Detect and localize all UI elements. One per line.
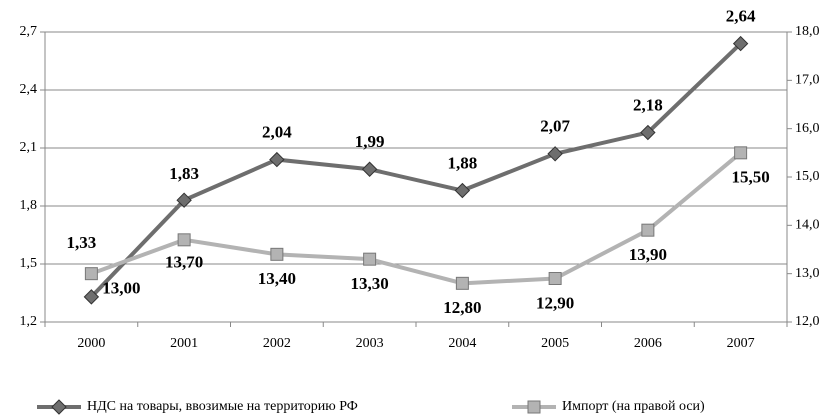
x-tick-label: 2004 [448, 336, 476, 351]
y-tick-label: 2,1 [20, 140, 38, 155]
point [84, 267, 98, 281]
data-label: 1,83 [169, 164, 199, 183]
data-label: 1,99 [355, 132, 385, 151]
x-tick-label: 2000 [77, 336, 105, 351]
data-label: 13,90 [629, 245, 667, 264]
x-tick-label: 2002 [263, 336, 291, 351]
legend-marker [527, 400, 541, 414]
y-tick-label: 2,4 [20, 82, 38, 97]
point [361, 161, 378, 177]
point [734, 146, 748, 160]
data-label: 13,70 [165, 253, 203, 272]
data-label: 2,07 [540, 117, 570, 136]
data-label: 13,30 [351, 274, 389, 293]
point [454, 182, 471, 199]
x-tick-label: 2003 [356, 336, 384, 351]
point [640, 124, 656, 141]
data-label: 2,04 [262, 123, 292, 142]
legend-label: НДС на товары, ввозимые на территорию РФ [87, 399, 358, 414]
y-tick-label: 1,2 [20, 314, 38, 329]
x-tick-label: 2006 [634, 336, 662, 351]
data-label: 12,80 [443, 298, 481, 317]
data-label: 12,90 [536, 293, 574, 312]
y2-tick-label: 12,0 [795, 314, 820, 329]
y-tick-label: 1,5 [20, 256, 38, 271]
y2-tick-label: 18,0 [795, 24, 820, 39]
y2-tick-label: 14,0 [795, 218, 820, 233]
point [732, 35, 749, 52]
legend-marker [51, 399, 67, 415]
point [548, 272, 562, 285]
point [269, 151, 285, 168]
data-label: 1,33 [67, 233, 97, 252]
series-line [89, 42, 743, 299]
point [547, 146, 563, 162]
y2-tick-label: 13,0 [795, 266, 820, 281]
data-label: 13,00 [102, 279, 140, 298]
point [270, 247, 284, 261]
data-label: 2,64 [726, 7, 756, 26]
point [641, 223, 655, 237]
data-label: 15,50 [732, 168, 770, 187]
point [83, 289, 100, 305]
point [363, 252, 377, 266]
y-tick-label: 2,7 [20, 24, 38, 39]
y2-tick-label: 17,0 [795, 73, 820, 88]
x-tick-label: 2007 [727, 336, 755, 351]
x-tick-label: 2001 [170, 336, 198, 351]
data-label: 13,40 [258, 269, 296, 288]
x-tick-label: 2005 [541, 336, 569, 351]
y2-tick-label: 16,0 [795, 121, 820, 136]
y2-tick-label: 15,0 [795, 169, 820, 184]
data-label: 1,88 [448, 153, 478, 172]
y-tick-label: 1,8 [20, 198, 38, 213]
series-line [90, 151, 742, 286]
point [177, 233, 191, 247]
legend-label: Импорт (на правой оси) [562, 399, 705, 414]
point [176, 192, 192, 208]
point [455, 276, 469, 290]
data-label: 2,18 [633, 95, 663, 114]
